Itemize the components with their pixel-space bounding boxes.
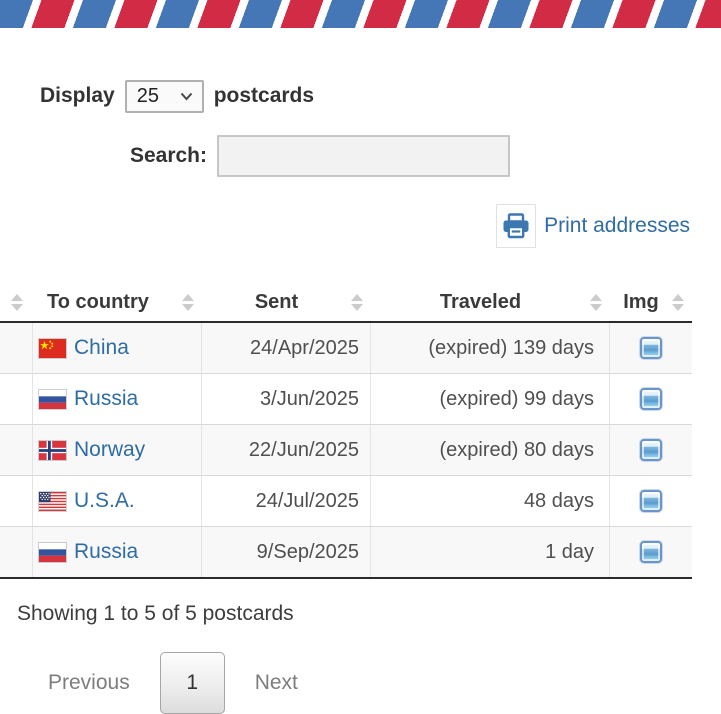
postcard-image-icon[interactable] (640, 439, 662, 461)
sent-cell: 9/Sep/2025 (202, 527, 371, 577)
page-1-button[interactable]: 1 (159, 652, 225, 714)
postcards-label: postcards (213, 84, 315, 107)
flag-china-icon (39, 338, 66, 358)
previous-button[interactable]: Previous (48, 671, 130, 694)
results-summary: Showing 1 to 5 of 5 postcards (17, 602, 294, 625)
display-label: Display (40, 84, 115, 107)
header-blank-column[interactable] (0, 283, 33, 321)
search-input[interactable] (217, 135, 510, 177)
postcard-image-icon[interactable] (640, 337, 662, 359)
sent-date: 9/Sep/2025 (256, 540, 359, 563)
search-label: Search: (129, 144, 207, 167)
table-row: Russia 3/Jun/2025 (expired) 99 days (0, 373, 692, 424)
row-spacer-cell (0, 425, 33, 475)
image-cell (610, 425, 692, 475)
table-body: China 24/Apr/2025 (expired) 139 days Russia… (0, 323, 692, 579)
country-link[interactable]: Norway (74, 438, 146, 461)
print-addresses-row: Print addresses (0, 204, 690, 248)
country-cell: Russia (33, 527, 202, 577)
page-size-select[interactable]: 25 (124, 79, 204, 113)
row-spacer-cell (0, 323, 33, 373)
postcards-table: To country Sent Traveled Img China 24/Apr… (0, 283, 692, 579)
sent-cell: 24/Apr/2025 (202, 323, 371, 373)
sent-date: 3/Jun/2025 (260, 387, 359, 410)
row-spacer-cell (0, 527, 33, 577)
print-addresses-link[interactable]: Print addresses (544, 214, 690, 237)
traveled-cell: (expired) 99 days (371, 374, 610, 424)
flag-usa-icon (39, 491, 66, 511)
country-link[interactable]: Russia (74, 387, 139, 410)
sent-date: 22/Jun/2025 (248, 438, 359, 461)
sent-date: 24/Apr/2025 (250, 336, 359, 359)
traveled-duration: 48 days (523, 489, 594, 512)
country-link[interactable]: China (74, 336, 129, 359)
traveled-duration: (expired) 80 days (439, 438, 594, 461)
country-link[interactable]: U.S.A. (74, 489, 135, 512)
display-count-row: Display 25 postcards (40, 79, 721, 113)
traveled-cell: (expired) 80 days (371, 425, 610, 475)
image-cell (610, 476, 692, 526)
postcard-image-icon[interactable] (640, 541, 662, 563)
table-row: Norway 22/Jun/2025 (expired) 80 days (0, 424, 692, 475)
country-cell: U.S.A. (33, 476, 202, 526)
sent-cell: 3/Jun/2025 (202, 374, 371, 424)
image-cell (610, 527, 692, 577)
image-cell (610, 323, 692, 373)
row-spacer-cell (0, 476, 33, 526)
header-img[interactable]: Img (610, 283, 692, 321)
printer-iconbox[interactable] (496, 204, 537, 248)
table-row: U.S.A. 24/Jul/2025 48 days (0, 475, 692, 526)
header-to-country[interactable]: To country (33, 283, 202, 321)
header-traveled[interactable]: Traveled (371, 283, 610, 321)
flag-russia-icon (39, 542, 66, 562)
sent-cell: 24/Jul/2025 (202, 476, 371, 526)
page-size-value: 25 (136, 84, 159, 107)
table-row: China 24/Apr/2025 (expired) 139 days (0, 323, 692, 373)
sort-arrows-icon[interactable] (351, 293, 363, 311)
header-sent[interactable]: Sent (202, 283, 371, 321)
sort-arrows-icon[interactable] (590, 293, 602, 311)
pagination: Previous 1 Next (48, 652, 721, 714)
traveled-duration: (expired) 139 days (428, 336, 594, 359)
country-link[interactable]: Russia (74, 540, 139, 563)
printer-icon (502, 213, 530, 239)
chevron-down-icon (180, 92, 193, 101)
country-cell: Russia (33, 374, 202, 424)
image-cell (610, 374, 692, 424)
airmail-stripe-border (0, 0, 721, 28)
row-spacer-cell (0, 374, 33, 424)
country-cell: Norway (33, 425, 202, 475)
sort-arrows-icon[interactable] (672, 293, 684, 311)
sent-date: 24/Jul/2025 (255, 489, 359, 512)
next-button[interactable]: Next (254, 671, 298, 694)
flag-russia-icon (39, 389, 66, 409)
sent-cell: 22/Jun/2025 (202, 425, 371, 475)
flag-norway-icon (39, 440, 66, 460)
sort-arrows-icon[interactable] (182, 293, 194, 311)
sort-arrows-icon[interactable] (10, 293, 23, 311)
table-row: Russia 9/Sep/2025 1 day (0, 526, 692, 577)
traveled-duration: (expired) 99 days (439, 387, 594, 410)
table-header: To country Sent Traveled Img (0, 283, 692, 323)
postcard-image-icon[interactable] (640, 388, 662, 410)
postcard-image-icon[interactable] (640, 490, 662, 512)
traveled-cell: 48 days (371, 476, 610, 526)
search-row: Search: (0, 135, 721, 177)
country-cell: China (33, 323, 202, 373)
traveled-cell: 1 day (371, 527, 610, 577)
traveled-cell: (expired) 139 days (371, 323, 610, 373)
traveled-duration: 1 day (545, 540, 594, 563)
